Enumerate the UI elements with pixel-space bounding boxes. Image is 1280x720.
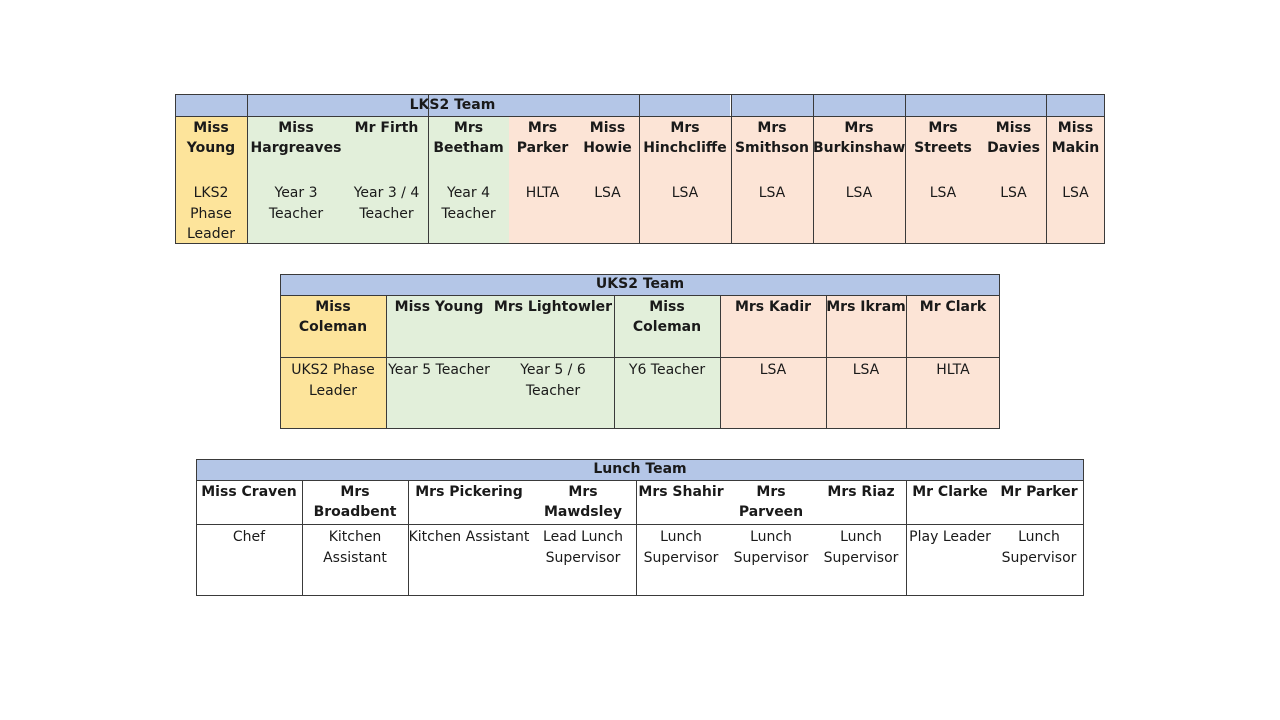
header-cell (813, 94, 905, 116)
member-role: Kitchen Assistant (408, 524, 530, 596)
column-divider (639, 94, 640, 244)
member-role: Y6 Teacher (614, 357, 720, 429)
member-role: Lunch Supervisor (726, 524, 816, 596)
table-border (280, 357, 1000, 358)
column-divider (614, 295, 615, 429)
column-divider (302, 480, 303, 596)
table-border (1104, 94, 1105, 244)
column-divider (720, 295, 721, 429)
team-title: LKS2 Team (175, 94, 730, 116)
member-role: Year 5 Teacher (386, 357, 492, 429)
member-role: LSA (813, 180, 905, 244)
member-role: LSA (720, 357, 826, 429)
table-border (196, 595, 1084, 596)
member-name: Mrs Pickering (408, 480, 530, 524)
member-name: Mr Clark (906, 295, 1000, 357)
table-border (175, 116, 1105, 117)
member-name: Mrs Broadbent (302, 480, 408, 524)
column-divider (636, 480, 637, 596)
member-role: LSA (1046, 180, 1105, 244)
member-name: Mr Clarke (906, 480, 994, 524)
member-role: LSA (576, 180, 639, 244)
member-role: LSA (981, 180, 1046, 244)
member-role: Lead Lunch Supervisor (530, 524, 636, 596)
member-name: Miss Hargreaves (247, 116, 345, 180)
table-border (196, 480, 1084, 481)
table-border (175, 94, 1105, 95)
table-border (280, 274, 1000, 275)
member-role: Lunch Supervisor (816, 524, 906, 596)
column-divider (906, 480, 907, 596)
column-divider (906, 295, 907, 429)
member-name: Mrs Beetham (428, 116, 509, 180)
table-border (1083, 459, 1084, 596)
table-border (999, 274, 1000, 429)
member-name: Miss Coleman (280, 295, 386, 357)
column-divider (905, 94, 906, 244)
table-border (175, 94, 176, 244)
table-border (175, 243, 1105, 244)
table-border (196, 459, 1084, 460)
member-name: Mrs Shahir (636, 480, 726, 524)
member-name: Mrs Smithson (731, 116, 813, 180)
member-name: Miss Davies (981, 116, 1046, 180)
member-name: Miss Craven (196, 480, 302, 524)
column-divider (386, 295, 387, 429)
member-name: Mr Parker (994, 480, 1084, 524)
member-role: Year 3 / 4 Teacher (345, 180, 428, 244)
member-role: Kitchen Assistant (302, 524, 408, 596)
member-name: Mrs Burkinshaw (813, 116, 905, 180)
table-border (280, 428, 1000, 429)
member-name: Mrs Kadir (720, 295, 826, 357)
member-role: LSA (826, 357, 906, 429)
table-border (196, 459, 197, 596)
header-cell (1046, 94, 1105, 116)
member-name: Mrs Lightowler (492, 295, 614, 357)
member-name: Miss Coleman (614, 295, 720, 357)
member-name: Mrs Riaz (816, 480, 906, 524)
member-role: LSA (731, 180, 813, 244)
column-divider (731, 94, 732, 244)
member-name: Miss Makin (1046, 116, 1105, 180)
member-name: Miss Howie (576, 116, 639, 180)
member-name: Mrs Mawdsley (530, 480, 636, 524)
member-role: Lunch Supervisor (636, 524, 726, 596)
member-role: Year 3 Teacher (247, 180, 345, 244)
member-role: UKS2 Phase Leader (280, 357, 386, 429)
member-role: LSA (905, 180, 981, 244)
team-title: Lunch Team (196, 459, 1084, 480)
column-divider (826, 295, 827, 429)
member-name: Miss Young (386, 295, 492, 357)
column-divider (247, 94, 248, 244)
header-cell (731, 94, 813, 116)
member-role: Year 5 / 6 Teacher (492, 357, 614, 429)
member-name: Mrs Parker (509, 116, 576, 180)
column-divider (428, 94, 429, 244)
member-name: Mrs Hinchcliffe (639, 116, 731, 180)
member-name: Miss Young (175, 116, 247, 180)
member-role: Year 4 Teacher (428, 180, 509, 244)
table-border (196, 524, 1084, 525)
member-name: Mrs Ikram (826, 295, 906, 357)
member-role: Lunch Supervisor (994, 524, 1084, 596)
header-cell (905, 94, 1046, 116)
column-divider (813, 94, 814, 244)
member-role: LKS2 Phase Leader (175, 180, 247, 244)
member-name: Mr Firth (345, 116, 428, 180)
member-name: Mrs Parveen (726, 480, 816, 524)
member-role: Chef (196, 524, 302, 596)
member-role: HLTA (509, 180, 576, 244)
table-border (280, 274, 281, 429)
member-role: HLTA (906, 357, 1000, 429)
team-title: UKS2 Team (280, 274, 1000, 295)
member-role: LSA (639, 180, 731, 244)
member-name: Mrs Streets (905, 116, 981, 180)
column-divider (408, 480, 409, 596)
column-divider (1046, 94, 1047, 244)
table-border (280, 295, 1000, 296)
member-role: Play Leader (906, 524, 994, 596)
